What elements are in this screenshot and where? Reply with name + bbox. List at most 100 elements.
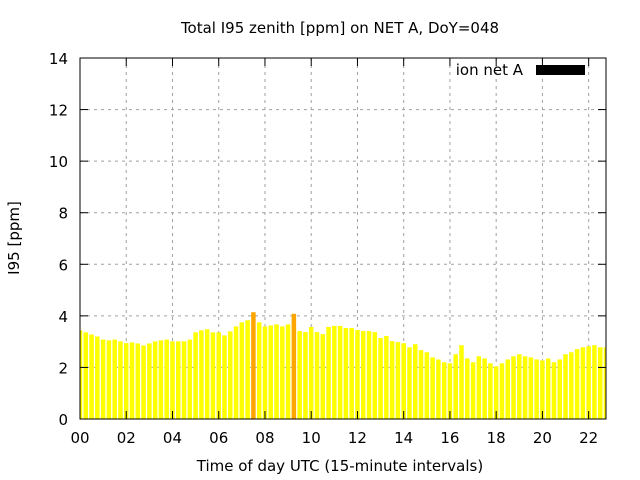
bar (158, 340, 164, 419)
bar (285, 324, 291, 419)
bar (141, 345, 146, 419)
x-tick-label: 20 (533, 429, 552, 447)
y-tick-label: 0 (58, 411, 68, 429)
bars (80, 312, 606, 419)
x-tick-label: 00 (70, 429, 89, 447)
bar (384, 335, 389, 419)
bar (401, 343, 406, 419)
bar (245, 320, 250, 419)
bar (170, 341, 175, 419)
bar (112, 339, 117, 419)
bar (395, 342, 401, 419)
bar (204, 329, 210, 419)
x-tick-label: 08 (255, 429, 274, 447)
bar (164, 339, 169, 419)
y-axis-label: I95 [ppm] (5, 201, 23, 275)
bar (389, 341, 395, 419)
bar (482, 358, 487, 419)
bar (603, 347, 606, 419)
bar (517, 354, 522, 419)
bar (366, 331, 372, 419)
bar-highlight (291, 313, 297, 419)
bar (314, 332, 320, 419)
bar (557, 359, 563, 419)
bar (505, 359, 510, 419)
x-tick-label: 02 (117, 429, 136, 447)
bar (597, 347, 603, 419)
bar (262, 326, 268, 419)
bar (378, 338, 383, 419)
bar (268, 325, 274, 419)
bar (80, 330, 83, 419)
bar (493, 366, 499, 419)
bar (488, 363, 493, 419)
bar (343, 327, 349, 419)
x-tick-label: 10 (302, 429, 321, 447)
x-tick-label: 14 (394, 429, 413, 447)
legend-swatch (536, 65, 585, 75)
bar (152, 341, 158, 419)
bar (534, 359, 539, 419)
bar (418, 350, 424, 419)
y-tick-label: 8 (58, 205, 68, 223)
bar (499, 363, 505, 419)
bar (511, 356, 516, 419)
bar (407, 347, 412, 419)
bar (297, 331, 302, 419)
bar (453, 354, 458, 419)
bar (569, 352, 574, 419)
bar (118, 341, 123, 419)
bar (424, 352, 430, 419)
y-tick-label: 12 (49, 102, 68, 120)
x-tick-label: 04 (163, 429, 182, 447)
bar (176, 341, 181, 419)
bar (441, 362, 447, 419)
bar (476, 356, 482, 419)
bar (522, 356, 528, 419)
bar (199, 330, 204, 419)
legend: ion net A (456, 61, 585, 79)
bar (337, 325, 343, 419)
plot-frame (79, 57, 607, 420)
bar (540, 360, 545, 419)
bar (355, 330, 360, 419)
bar (193, 332, 198, 419)
x-tick-label: 18 (487, 429, 506, 447)
bar (465, 358, 470, 419)
x-tick-label: 06 (209, 429, 228, 447)
bar (349, 327, 354, 419)
legend-label: ion net A (456, 61, 524, 79)
bar (135, 343, 141, 419)
y-tick-label: 4 (58, 308, 68, 326)
bar (551, 362, 557, 419)
bar (239, 322, 245, 419)
bar (303, 332, 308, 419)
bar (181, 341, 187, 419)
bar (83, 332, 89, 419)
bar (586, 346, 591, 419)
y-tick-label: 2 (58, 359, 68, 377)
bar (210, 332, 216, 419)
bar (459, 345, 464, 419)
x-tick-label: 16 (440, 429, 459, 447)
bar (187, 339, 193, 419)
bar (280, 326, 285, 419)
y-tick-label: 14 (49, 50, 68, 68)
bar (326, 326, 331, 419)
bar (436, 359, 441, 419)
bar (447, 363, 453, 419)
bar (95, 336, 100, 419)
bar (545, 358, 551, 419)
bar (320, 334, 326, 419)
bar (106, 340, 112, 419)
x-tick-label: 22 (579, 429, 598, 447)
bar (360, 331, 366, 419)
bar (228, 331, 233, 419)
bar (308, 326, 314, 419)
bar (580, 347, 586, 419)
bar (470, 362, 476, 419)
bar (233, 326, 239, 419)
y-tick-label: 10 (49, 153, 68, 171)
bar (147, 343, 152, 419)
